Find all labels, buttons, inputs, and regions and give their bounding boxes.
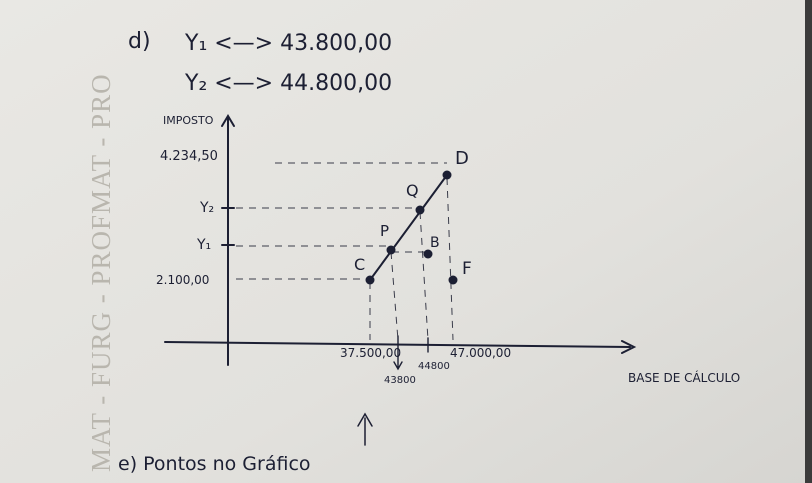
edge: [805, 0, 812, 483]
point: [365, 275, 375, 285]
item-label: e) Pontos no Gráfico: [118, 453, 311, 475]
watermark: MAT - FURG - PROFMAT - PRO: [86, 73, 116, 472]
y-tick-label: Y₂: [199, 200, 214, 216]
point-label: Q: [406, 181, 419, 200]
point-label: P: [380, 222, 389, 240]
item-label: d): [128, 29, 151, 54]
x-tick-label: 47.000,00: [450, 346, 511, 360]
y-tick-label: Y₁: [196, 237, 211, 253]
y-arrow: [221, 114, 235, 127]
point-label: D: [455, 148, 469, 169]
x-tick-label: 43800: [384, 375, 416, 386]
point-label: F: [462, 259, 472, 279]
y-axis-label: IMPOSTO: [163, 114, 214, 127]
y-tick-label: 4.234,50: [160, 149, 218, 164]
points: [365, 170, 458, 285]
guide: [419, 211, 429, 341]
line: Y₂ <—> 44.800,00: [184, 71, 392, 96]
x-tick-label: 44800: [418, 361, 450, 372]
guide: [390, 251, 399, 341]
segment: [369, 174, 448, 281]
pointer-arrow: [393, 335, 403, 371]
point: [442, 170, 452, 180]
x-arrow: [621, 340, 637, 354]
point: [448, 275, 458, 285]
y-ticks: [221, 207, 235, 246]
point: [423, 249, 433, 259]
x-tick-label: 37.500,00: [340, 346, 401, 360]
line: Y₁ <—> 43.800,00: [184, 31, 392, 56]
guide: [446, 177, 454, 341]
guides: [236, 162, 454, 341]
x-axis-label: BASE DE CÁLCULO: [628, 370, 740, 385]
point-label: B: [430, 235, 440, 251]
point-label: C: [354, 255, 365, 274]
y-tick-label: 2.100,00: [156, 273, 209, 287]
up-arrow: [357, 412, 373, 446]
point: [415, 205, 425, 215]
point: [386, 245, 396, 255]
